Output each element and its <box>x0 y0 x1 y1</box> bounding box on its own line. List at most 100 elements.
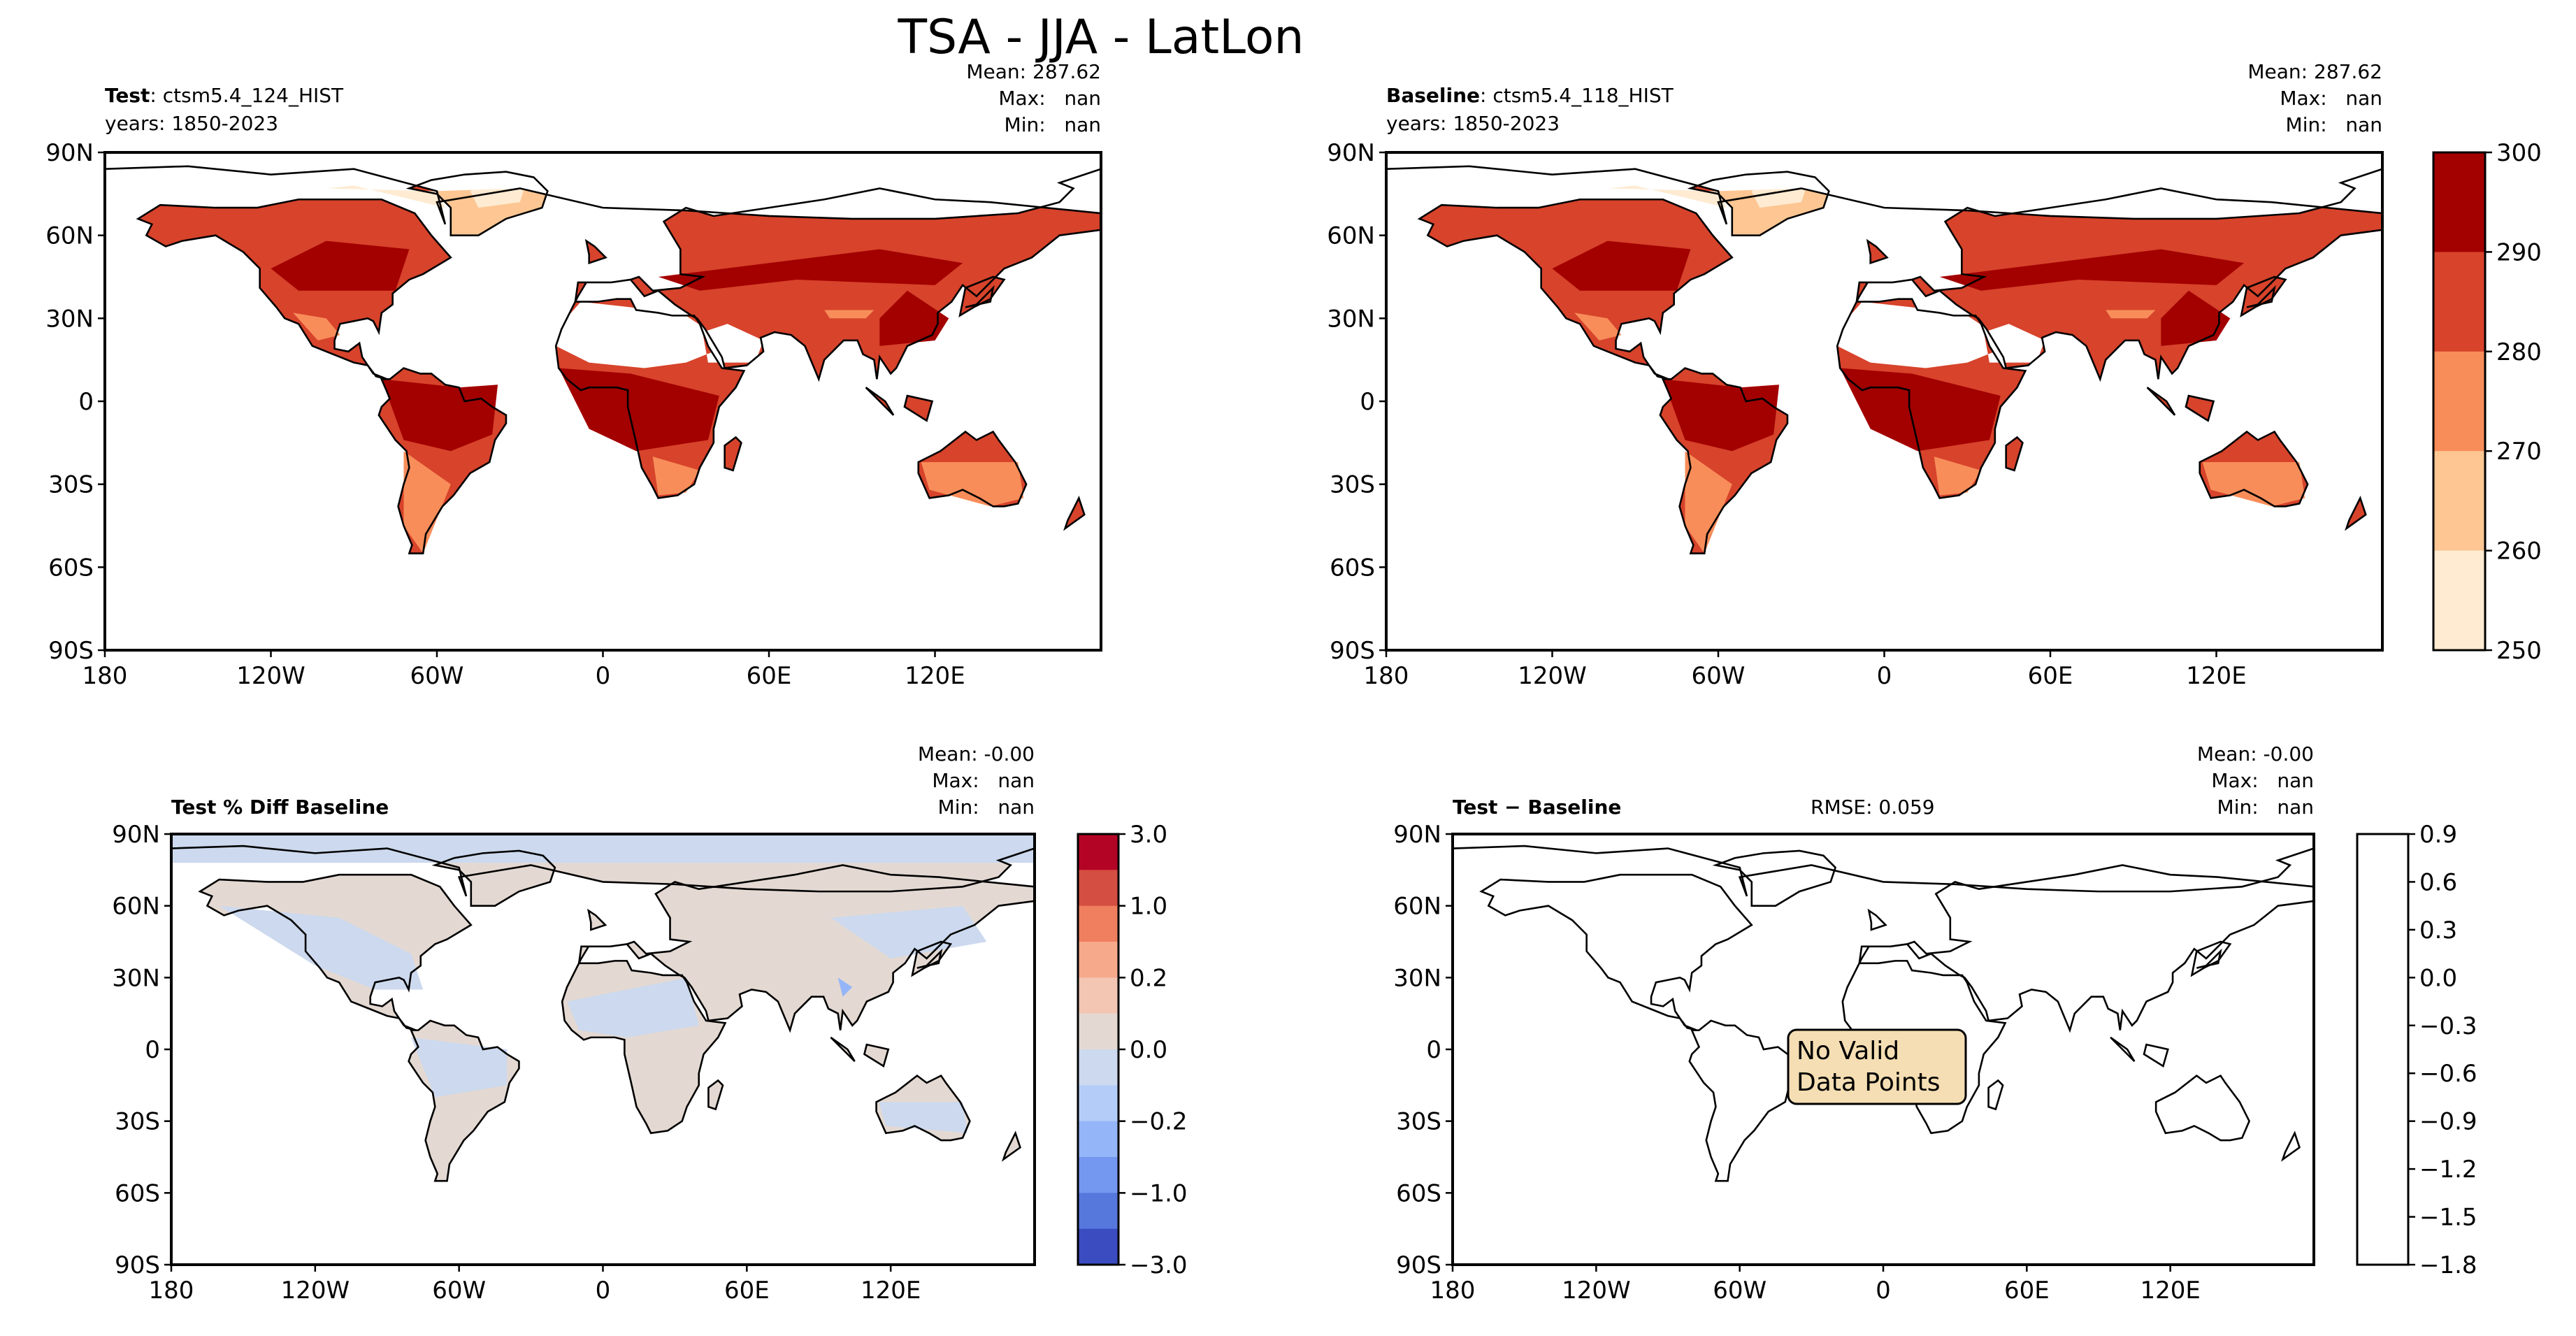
test-years: years: 1850-2023 <box>105 112 278 135</box>
lat-tick-label: 90S <box>1330 637 1375 665</box>
colorbar-tick-label: 250 <box>2496 637 2542 665</box>
colorbar-segment <box>1078 1193 1118 1230</box>
colorbar-tick-label: −1.8 <box>2419 1251 2477 1279</box>
lat-tick-label: 60N <box>1393 893 1441 921</box>
no-data-box: No Valid Data Points <box>1787 1028 1967 1105</box>
pctdiff-stat-max: Max: nan <box>932 769 1035 792</box>
pctdiff-stat-min: Min: nan <box>938 796 1035 819</box>
baseline-map: 180 120W 60W 0 60E 120E 90N 60N 30N 0 30S 60S 90S <box>1327 139 2384 690</box>
test-stat-mean: Mean: 287.62 <box>966 60 1101 83</box>
lon-tick-label: 0 <box>596 662 611 690</box>
lon-tick-label: 180 <box>1430 1277 1476 1305</box>
diff-stat-max: Max: nan <box>2211 769 2314 792</box>
lat-tick-label: 60S <box>115 1179 160 1207</box>
panel-test: Test: ctsm5.4_124_HIST years: 1850-2023 … <box>45 60 1102 690</box>
colorbar-tick-label: 0.0 <box>1130 1036 1167 1064</box>
panel-pctdiff: Test % Diff Baseline Mean: -0.00 Max: na… <box>112 742 1036 1305</box>
lat-tick-label: 90S <box>48 637 94 665</box>
colorbar-tick-label: 0.0 <box>2419 964 2457 992</box>
lon-tick-label: 60W <box>410 662 464 690</box>
baseline-stat-max: Max: nan <box>2280 87 2382 110</box>
colorbar-segment <box>1078 1049 1118 1086</box>
lon-tick-label: 120E <box>905 662 965 690</box>
panel-diff: Test − Baseline RMSE: 0.059 Mean: -0.00 … <box>1393 742 2315 1305</box>
colorbar-tick-label: 0.3 <box>2419 917 2457 944</box>
test-stat-min: Min: nan <box>1005 113 1101 136</box>
colorbar-segment <box>1078 942 1118 978</box>
colorbar-tick-label: 270 <box>2496 438 2542 466</box>
lon-tick-label: 120E <box>2140 1277 2200 1305</box>
lon-tick-label: 60E <box>2028 662 2073 690</box>
lat-tick-label: 30S <box>115 1108 160 1136</box>
colorbar-tick-label: 0.6 <box>2419 868 2457 896</box>
colorbar-tick-label: −1.5 <box>2419 1204 2477 1232</box>
colorbar-segment <box>2433 252 2485 352</box>
lon-tick-label: 0 <box>596 1277 611 1305</box>
diff-stat-min: Min: nan <box>2217 796 2314 819</box>
colorbar-absolute: 300 290 280 270 260 250 <box>2432 139 2542 665</box>
colorbar-tick-label: 1.0 <box>1130 893 1167 921</box>
diff-rmse: RMSE: 0.059 <box>1811 796 1935 819</box>
lat-tick-label: 30S <box>1330 471 1375 499</box>
pctdiff-stat-mean: Mean: -0.00 <box>918 742 1035 766</box>
lon-tick-label: 60E <box>747 662 792 690</box>
lon-tick-label: 120E <box>861 1277 921 1305</box>
test-label: Test: ctsm5.4_124_HIST <box>105 84 344 107</box>
colorbar-segment <box>1078 905 1118 942</box>
baseline-stat-min: Min: nan <box>2286 113 2382 136</box>
baseline-label: Baseline: ctsm5.4_118_HIST <box>1386 84 1674 107</box>
colorbar-tick-label: −0.6 <box>2419 1060 2477 1088</box>
lon-tick-label: 120E <box>2186 662 2246 690</box>
colorbar-segment <box>1078 870 1118 907</box>
test-map: 180 120W 60W 0 60E 120E 90N 60N 30N 0 30S 60S 90S <box>45 139 1102 690</box>
colorbar-segment <box>1078 1085 1118 1122</box>
pctdiff-map: 180 120W 60W 0 60E 120E 90N 60N 30N 0 30S 60S 90S <box>112 821 1036 1305</box>
lat-tick-label: 60N <box>45 222 94 250</box>
lat-tick-label: 90N <box>112 821 160 849</box>
lat-tick-label: 60S <box>1396 1179 1441 1207</box>
colorbar-segment <box>1078 1013 1118 1050</box>
colorbar-tick-label: 300 <box>2496 139 2542 167</box>
colorbar-tick-label: −0.9 <box>2419 1108 2477 1136</box>
lat-tick-label: 60S <box>48 554 94 582</box>
lon-tick-label: 0 <box>1876 1277 1891 1305</box>
colorbar-pctdiff: 3.0 1.0 0.2 0.0 −0.2 −1.0 −3.0 <box>1077 821 1188 1279</box>
colorbar-tick-label: −1.0 <box>1130 1179 1188 1207</box>
lat-tick-label: 30N <box>112 964 160 992</box>
colorbar-tick-label: 0.9 <box>2419 821 2457 849</box>
panel-baseline: Baseline: ctsm5.4_118_HIST years: 1850-2… <box>1327 60 2384 690</box>
lon-tick-label: 180 <box>82 662 128 690</box>
lat-tick-label: 30N <box>1327 305 1375 333</box>
no-data-line-2: Data Points <box>1797 1068 1941 1097</box>
diff-label: Test − Baseline <box>1453 796 1621 819</box>
lat-tick-label: 0 <box>1360 388 1375 416</box>
colorbar-tick-label: 290 <box>2496 238 2542 266</box>
lat-tick-label: 0 <box>78 388 94 416</box>
lon-tick-label: 60E <box>2004 1277 2050 1305</box>
lat-tick-label: 0 <box>145 1036 160 1064</box>
colorbar-tick-label: 3.0 <box>1130 821 1167 849</box>
lon-tick-label: 60W <box>432 1277 486 1305</box>
colorbar-segment <box>1078 977 1118 1014</box>
baseline-years: years: 1850-2023 <box>1386 112 1560 135</box>
colorbar-tick-label: 280 <box>2496 338 2542 366</box>
colorbar-tick-label: −3.0 <box>1130 1251 1188 1279</box>
colorbar-segment <box>1078 834 1118 870</box>
lon-tick-label: 120W <box>236 662 305 690</box>
colorbar-diff: 0.9 0.6 0.3 0.0 −0.3 −0.6 −0.9 −1.2 −1.5 −1.8 <box>2356 821 2477 1279</box>
lat-tick-label: 60S <box>1330 554 1375 582</box>
lat-tick-label: 60N <box>112 893 160 921</box>
colorbar-segment <box>1078 1157 1118 1193</box>
colorbar-tick-label: 260 <box>2496 538 2542 566</box>
diff-stat-mean: Mean: -0.00 <box>2197 742 2314 766</box>
land-fill <box>171 834 1035 1181</box>
lon-tick-label: 60E <box>724 1277 770 1305</box>
colorbar-segment <box>2433 451 2485 552</box>
colorbar-tick-label: −0.2 <box>1130 1108 1188 1136</box>
colorbar-segment <box>2433 152 2485 252</box>
baseline-stat-mean: Mean: 287.62 <box>2247 60 2382 83</box>
colorbar-tick-label: −0.3 <box>2419 1012 2477 1040</box>
lat-tick-label: 90N <box>1393 821 1441 849</box>
lon-tick-label: 180 <box>1364 662 1409 690</box>
no-data-line-1: No Valid <box>1797 1037 1899 1065</box>
